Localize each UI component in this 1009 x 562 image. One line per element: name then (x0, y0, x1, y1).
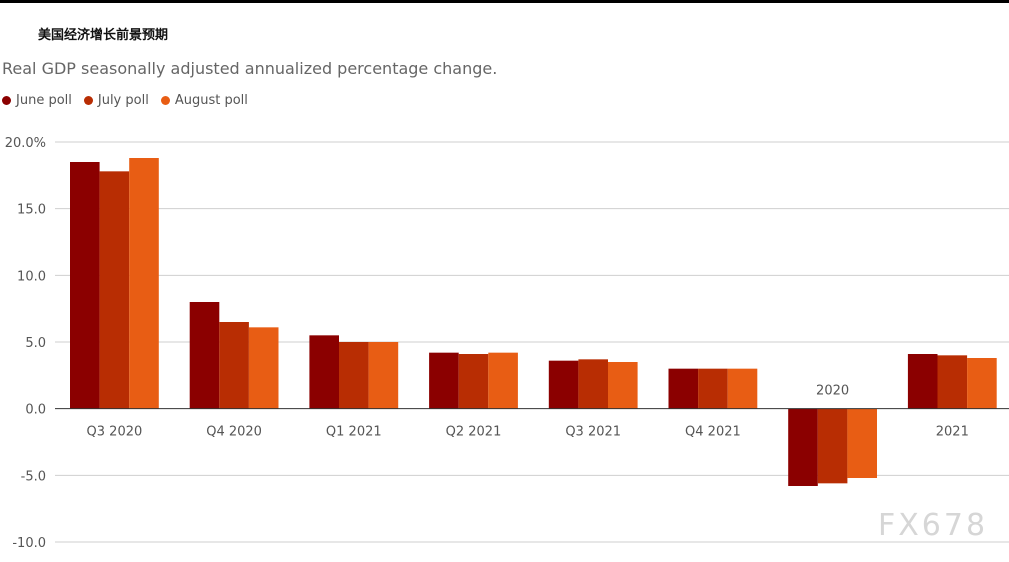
bar-august-poll (129, 158, 159, 409)
bar-august-poll (847, 408, 877, 478)
x-category-label: Q3 2020 (87, 425, 143, 440)
y-tick-label: -5.0 (21, 469, 46, 484)
bar-july-poll (937, 355, 968, 409)
bar-june-poll (788, 408, 818, 486)
x-category-label: 2020 (816, 384, 849, 399)
top-rule (0, 0, 1009, 3)
bar-july-poll (817, 408, 848, 484)
x-category-label: Q2 2021 (446, 425, 502, 440)
legend-swatch-august (160, 96, 170, 105)
bar-august-poll (608, 362, 638, 409)
x-category-label: Q4 2020 (206, 425, 262, 440)
y-tick-label: 0.0 (25, 403, 46, 418)
bar-july-poll (578, 359, 608, 409)
bar-august-poll (727, 368, 758, 409)
chart-subtitle: Real GDP seasonally adjusted annualized … (2, 59, 498, 78)
y-tick-label: 10.0 (17, 269, 46, 284)
bar-june-poll (70, 162, 100, 409)
bar-june-poll (907, 354, 938, 409)
bar-july-poll (99, 171, 130, 409)
bar-june-poll (189, 302, 220, 409)
legend-item-june: June poll (2, 93, 72, 108)
legend-swatch-june (2, 96, 11, 105)
bar-june-poll (548, 360, 579, 409)
watermark-logo: FX678 (878, 508, 989, 543)
legend: June poll July poll August poll (2, 93, 248, 108)
bar-august-poll (967, 358, 997, 409)
bar-june-poll (309, 335, 339, 409)
legend-swatch-july (83, 96, 93, 105)
bar-july-poll (339, 342, 369, 409)
bar-august-poll (368, 342, 399, 409)
x-category-label: Q1 2021 (326, 425, 382, 440)
legend-item-july: July poll (83, 93, 149, 108)
y-tick-label: -10.0 (12, 536, 46, 551)
x-category-label: Q3 2021 (565, 425, 621, 440)
x-category-label: 2021 (936, 425, 969, 440)
bar-june-poll (668, 368, 699, 409)
x-category-label: Q4 2021 (685, 425, 741, 440)
bar-july-poll (698, 368, 728, 409)
legend-label-july: July poll (97, 93, 149, 108)
legend-label-june: June poll (16, 93, 72, 108)
bar-august-poll (488, 352, 518, 409)
y-tick-label: 20.0% (5, 136, 46, 151)
bar-july-poll (458, 354, 489, 409)
legend-label-august: August poll (174, 93, 248, 108)
chart-title: 美国经济增长前景预期 (38, 28, 169, 43)
legend-item-august: August poll (160, 93, 248, 108)
y-tick-label: 5.0 (25, 336, 46, 351)
y-tick-label: 15.0 (17, 203, 46, 218)
bar-june-poll (429, 352, 459, 409)
bar-august-poll (248, 327, 279, 409)
bar-july-poll (219, 322, 249, 409)
